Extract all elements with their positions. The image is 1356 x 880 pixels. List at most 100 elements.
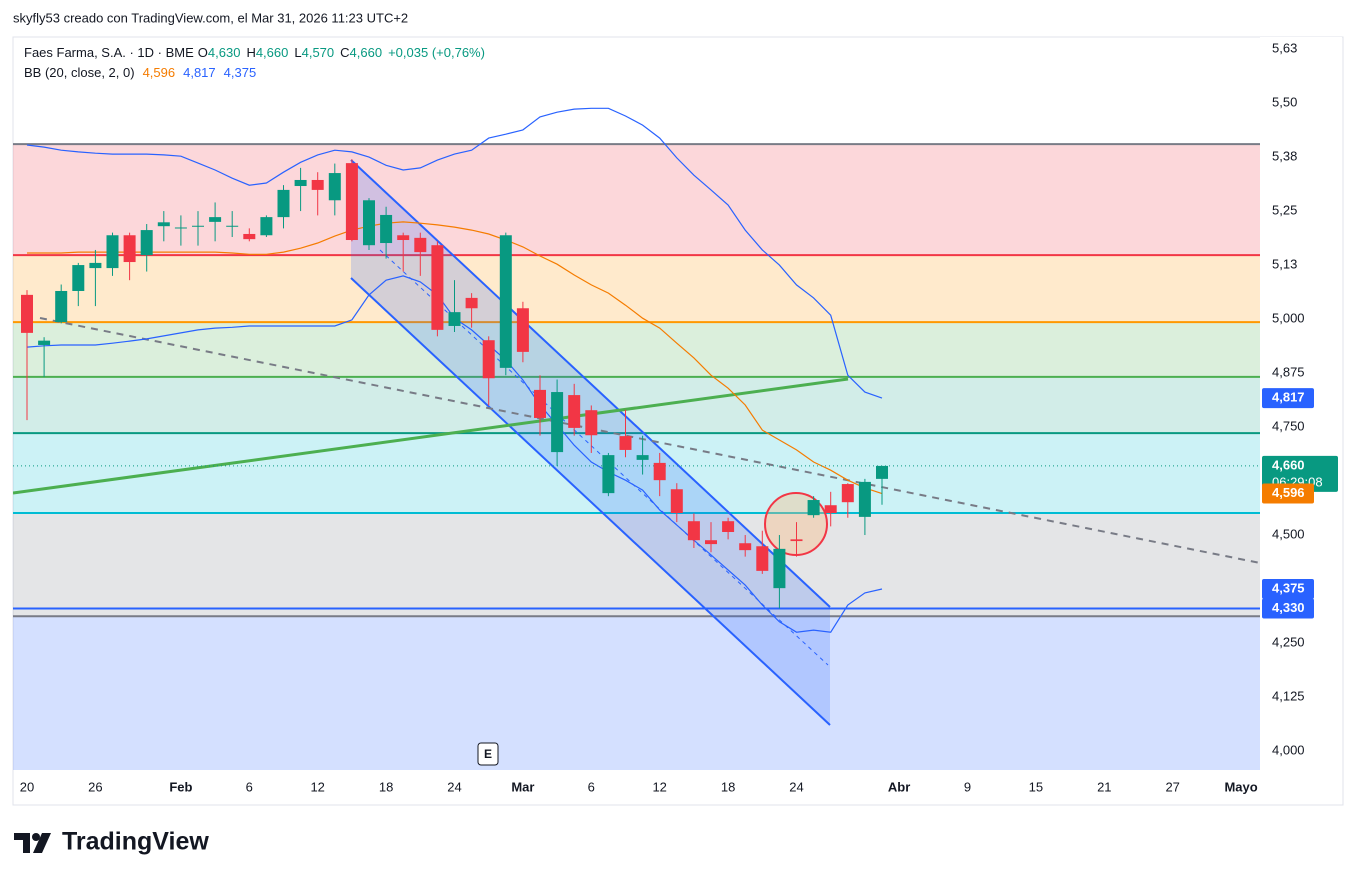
candle-body	[277, 189, 290, 218]
candle-body	[687, 521, 700, 541]
candle-body	[294, 179, 307, 187]
y-tick-label: 5,25	[1272, 203, 1297, 218]
candle-body	[499, 235, 512, 368]
candle-body	[363, 200, 375, 246]
zone	[13, 512, 1260, 609]
chart-frame	[12, 36, 1344, 806]
y-tick-label: 4,500	[1272, 526, 1305, 541]
ohlc-key: O	[198, 45, 208, 60]
channel-top	[350, 159, 831, 608]
candle-body	[226, 225, 239, 227]
x-tick-label: 6	[588, 779, 595, 794]
candle-body	[123, 235, 136, 263]
candle-body	[551, 392, 564, 453]
x-tick-label: 9	[964, 779, 971, 794]
candle-body	[568, 395, 581, 428]
brand: TradingView	[62, 828, 209, 856]
candle-body	[841, 484, 854, 503]
x-tick-label: Feb	[169, 779, 192, 794]
x-tick-label: 6	[246, 779, 253, 794]
bb-line	[26, 107, 883, 399]
candle-body	[55, 290, 68, 323]
candle-body	[705, 540, 717, 545]
x-tick-label: 12	[310, 779, 324, 794]
event-label: E	[484, 747, 492, 761]
candle-body	[328, 173, 341, 201]
candles	[21, 159, 888, 609]
logo: TradingView	[14, 828, 209, 856]
logo-dot	[32, 833, 40, 841]
candle-body	[790, 539, 803, 542]
candle-body	[858, 481, 871, 517]
zone	[13, 255, 1260, 323]
candle-body	[38, 340, 51, 345]
ohlc-key: L	[294, 45, 301, 60]
zone	[13, 322, 1260, 377]
candle-body	[345, 163, 358, 241]
price-label-bg	[1262, 483, 1314, 504]
candle-body	[739, 543, 752, 551]
candle-body	[482, 340, 495, 379]
x-tick-label: 24	[447, 779, 461, 794]
candle-body	[380, 214, 393, 244]
candle-body	[670, 489, 683, 513]
attribution: skyfly53 creado con TradingView.com, el …	[13, 10, 408, 25]
y-tick-label: 5,38	[1272, 149, 1297, 164]
zones	[13, 143, 1260, 770]
legend-row: Faes Farma, S.A. · 1D · BME O4,630 H 4,660 L…	[24, 45, 485, 60]
candle-body	[516, 308, 529, 352]
candle-body	[807, 500, 820, 516]
candle-body	[157, 222, 170, 227]
ohlc-value: 4,660	[350, 45, 383, 60]
candle-body	[619, 436, 632, 450]
y-tick-label: 4,125	[1272, 688, 1305, 703]
zone	[13, 616, 1260, 770]
y-tick-label: 5,000	[1272, 310, 1305, 325]
price-label-bg	[1262, 455, 1338, 492]
candle-body	[89, 262, 102, 269]
y-tick-label: 4,250	[1272, 634, 1305, 649]
candle-body	[534, 389, 546, 418]
candle-body	[21, 294, 33, 333]
candle-body	[174, 227, 187, 229]
candle-body	[465, 297, 478, 309]
ohlc-key: C	[340, 45, 349, 60]
candle-body	[260, 217, 273, 236]
candle-body	[773, 548, 786, 589]
price-label: 4,817	[1272, 390, 1305, 405]
x-tick-label: 26	[88, 779, 102, 794]
candle-body	[431, 245, 444, 330]
trend-line	[13, 377, 849, 495]
price-label-bg	[1262, 388, 1314, 409]
indicator-value: 4,596	[143, 65, 176, 80]
x-tick-label: 21	[1097, 779, 1111, 794]
candle-body	[243, 233, 256, 240]
price-label: 4,660	[1272, 457, 1305, 472]
candle-body	[140, 230, 153, 256]
price-label: 4,330	[1272, 600, 1305, 615]
zone	[13, 376, 1260, 434]
ohlc-value: 4,570	[302, 45, 335, 60]
candle-body	[756, 546, 769, 571]
price-label: 4,375	[1272, 580, 1305, 595]
price-label: 4,596	[1272, 485, 1305, 500]
price-label-bg	[1262, 579, 1314, 600]
ohlc-value: 4,630	[208, 45, 241, 60]
logo-mark	[14, 833, 30, 853]
x-tick-label: 15	[1029, 779, 1043, 794]
axes: 20 26 Feb 6 12 18 24 Mar 6 12 18 24 Abr 9 15 21 27 Mayo 5,…	[20, 37, 1342, 794]
candle-body	[414, 237, 427, 253]
legend: Faes Farma, S.A. · 1D · BME O4,630 H 4,660 L…	[24, 45, 485, 80]
x-tick-label: 20	[20, 779, 34, 794]
symbol: Faes Farma, S.A. · 1D · BME	[24, 45, 194, 60]
candle-body	[448, 312, 461, 326]
price-label-bg	[1262, 598, 1314, 619]
candle-body	[876, 465, 888, 479]
y-tick-label: 5,63	[1272, 41, 1297, 56]
x-tick-label: 12	[652, 779, 666, 794]
channel-bottom	[350, 277, 831, 726]
ohlc-key: H	[246, 45, 255, 60]
legend-row: BB (20, close, 2, 0) 4,596 4,817 4,375	[24, 65, 256, 80]
candle-body	[824, 505, 837, 513]
